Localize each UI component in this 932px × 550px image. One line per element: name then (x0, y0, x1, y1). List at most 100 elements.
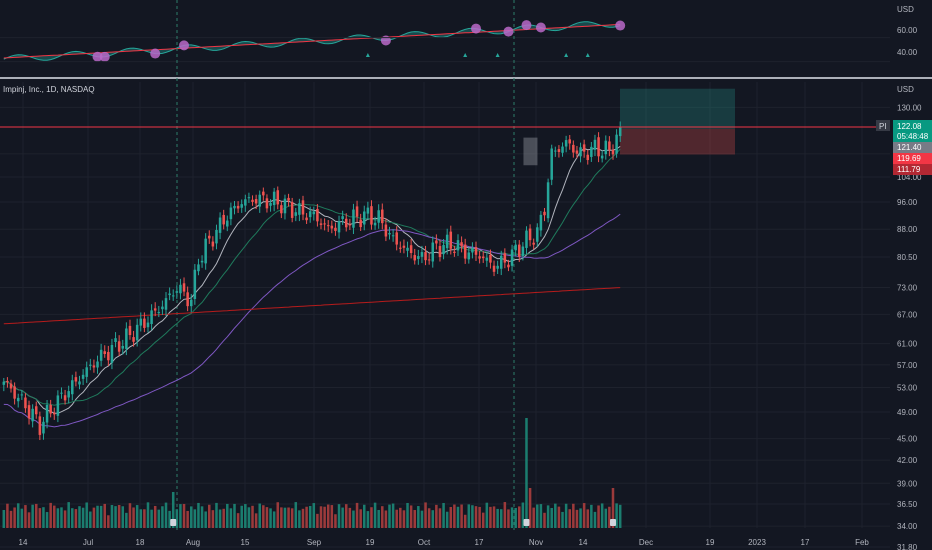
candle-body (204, 238, 207, 264)
price-axis[interactable]: USD 130.00112.00104.0096.0088.0080.5073.… (876, 85, 932, 550)
candle-body (157, 312, 161, 314)
rs-new-high-dot (380, 35, 391, 46)
candle-body (528, 228, 532, 241)
volume-bar (431, 510, 435, 528)
symbol-badge: PI (879, 122, 887, 131)
candle-body (352, 209, 355, 228)
candle-body (254, 199, 258, 204)
candle-body (503, 253, 507, 263)
volume-bar (373, 502, 377, 528)
y-tick-label: 73.00 (897, 284, 918, 293)
candle-body (438, 246, 442, 258)
volume-bar (568, 509, 571, 528)
candle-body (453, 251, 456, 253)
candle-body (348, 224, 352, 226)
rs-new-high-dot (99, 51, 110, 62)
candle-body (283, 198, 287, 214)
candle-body (489, 254, 492, 263)
y-tick-label: 80.50 (897, 253, 918, 262)
candle-body (481, 256, 485, 259)
volume-bar (510, 507, 514, 528)
y-tick-label: 39.00 (897, 479, 918, 488)
candle-body (409, 245, 413, 253)
candle-body (344, 218, 348, 228)
earnings-marker[interactable] (523, 519, 530, 526)
volume-bar (229, 508, 233, 528)
candle-body (110, 344, 114, 363)
price-pane[interactable] (0, 0, 890, 548)
gray-tag-bg (893, 142, 932, 153)
ma-fast-line (3, 145, 621, 414)
volume-bar (499, 509, 503, 528)
volume-bar (251, 505, 254, 528)
candle-body (38, 416, 42, 435)
candle-body (226, 220, 229, 227)
x-tick-label: 17 (475, 538, 484, 547)
top-pane: USD 60.00 40.00 (0, 0, 918, 76)
volume-bar (388, 504, 391, 528)
candle-body (164, 298, 168, 310)
signal-triangle (495, 53, 500, 57)
volume-bar (150, 509, 153, 528)
volume-bar (233, 503, 236, 528)
candle-body (168, 293, 171, 296)
position-stop-zone[interactable] (620, 128, 735, 155)
volume-bar (492, 506, 496, 528)
rs-new-high-dot (179, 40, 190, 51)
y-tick-label: 31.80 (897, 543, 918, 550)
candle-body (539, 214, 543, 231)
volume-bar (67, 502, 70, 528)
volume-bar (514, 507, 517, 528)
volume-bar (125, 512, 128, 528)
volume-bar (6, 503, 9, 528)
candle-body (215, 229, 218, 244)
volume-bar (45, 512, 49, 528)
position-target-zone[interactable] (620, 88, 735, 129)
candle-body (49, 404, 52, 414)
signal-triangle (585, 53, 590, 57)
y-tick-label: 61.00 (897, 340, 918, 349)
candle-body (42, 421, 45, 434)
candle-body (579, 147, 582, 157)
candle-body (496, 265, 499, 269)
candle-body (189, 299, 193, 307)
volume-bar (608, 506, 611, 528)
candle-body (399, 247, 402, 249)
volume-bar (323, 506, 326, 528)
candle-body (355, 206, 359, 217)
volume-bar (611, 488, 615, 528)
volume-bar (182, 503, 186, 528)
candle-body (265, 198, 269, 209)
volume-bar (215, 502, 218, 528)
candle-body (445, 234, 449, 249)
candle-body (298, 203, 301, 215)
y-tick-label: 53.00 (897, 384, 918, 393)
volume-bar (189, 506, 193, 528)
rs-new-high-dot (92, 51, 103, 62)
x-tick-label: Nov (529, 538, 543, 547)
volume-bar (355, 502, 359, 528)
rs-new-high-dot (521, 20, 532, 31)
volume-bar (344, 504, 348, 528)
volume-bar (114, 506, 117, 528)
time-axis[interactable]: 14 Jul 18 Aug 15 Sep 19 Oct 17 Nov 14 Dec 19 2023 17 Fe… (19, 538, 870, 547)
volume-bar (265, 507, 269, 528)
volume-bar (557, 506, 561, 528)
candle-body (384, 224, 388, 237)
candle-body (543, 211, 546, 216)
x-tick-label: 19 (366, 538, 375, 547)
candle-body (251, 199, 254, 202)
volume-bar (471, 505, 474, 528)
volume-bar (539, 504, 543, 528)
earnings-marker[interactable] (170, 519, 177, 526)
volume-bar (467, 504, 471, 528)
candle-body (280, 205, 283, 214)
candle-body (13, 386, 16, 399)
volume-bar (435, 504, 438, 528)
earnings-marker[interactable] (609, 519, 616, 526)
volume-bar (197, 502, 200, 528)
volume-bar (287, 507, 290, 528)
candle-body (99, 349, 103, 361)
candle-body (330, 225, 334, 229)
